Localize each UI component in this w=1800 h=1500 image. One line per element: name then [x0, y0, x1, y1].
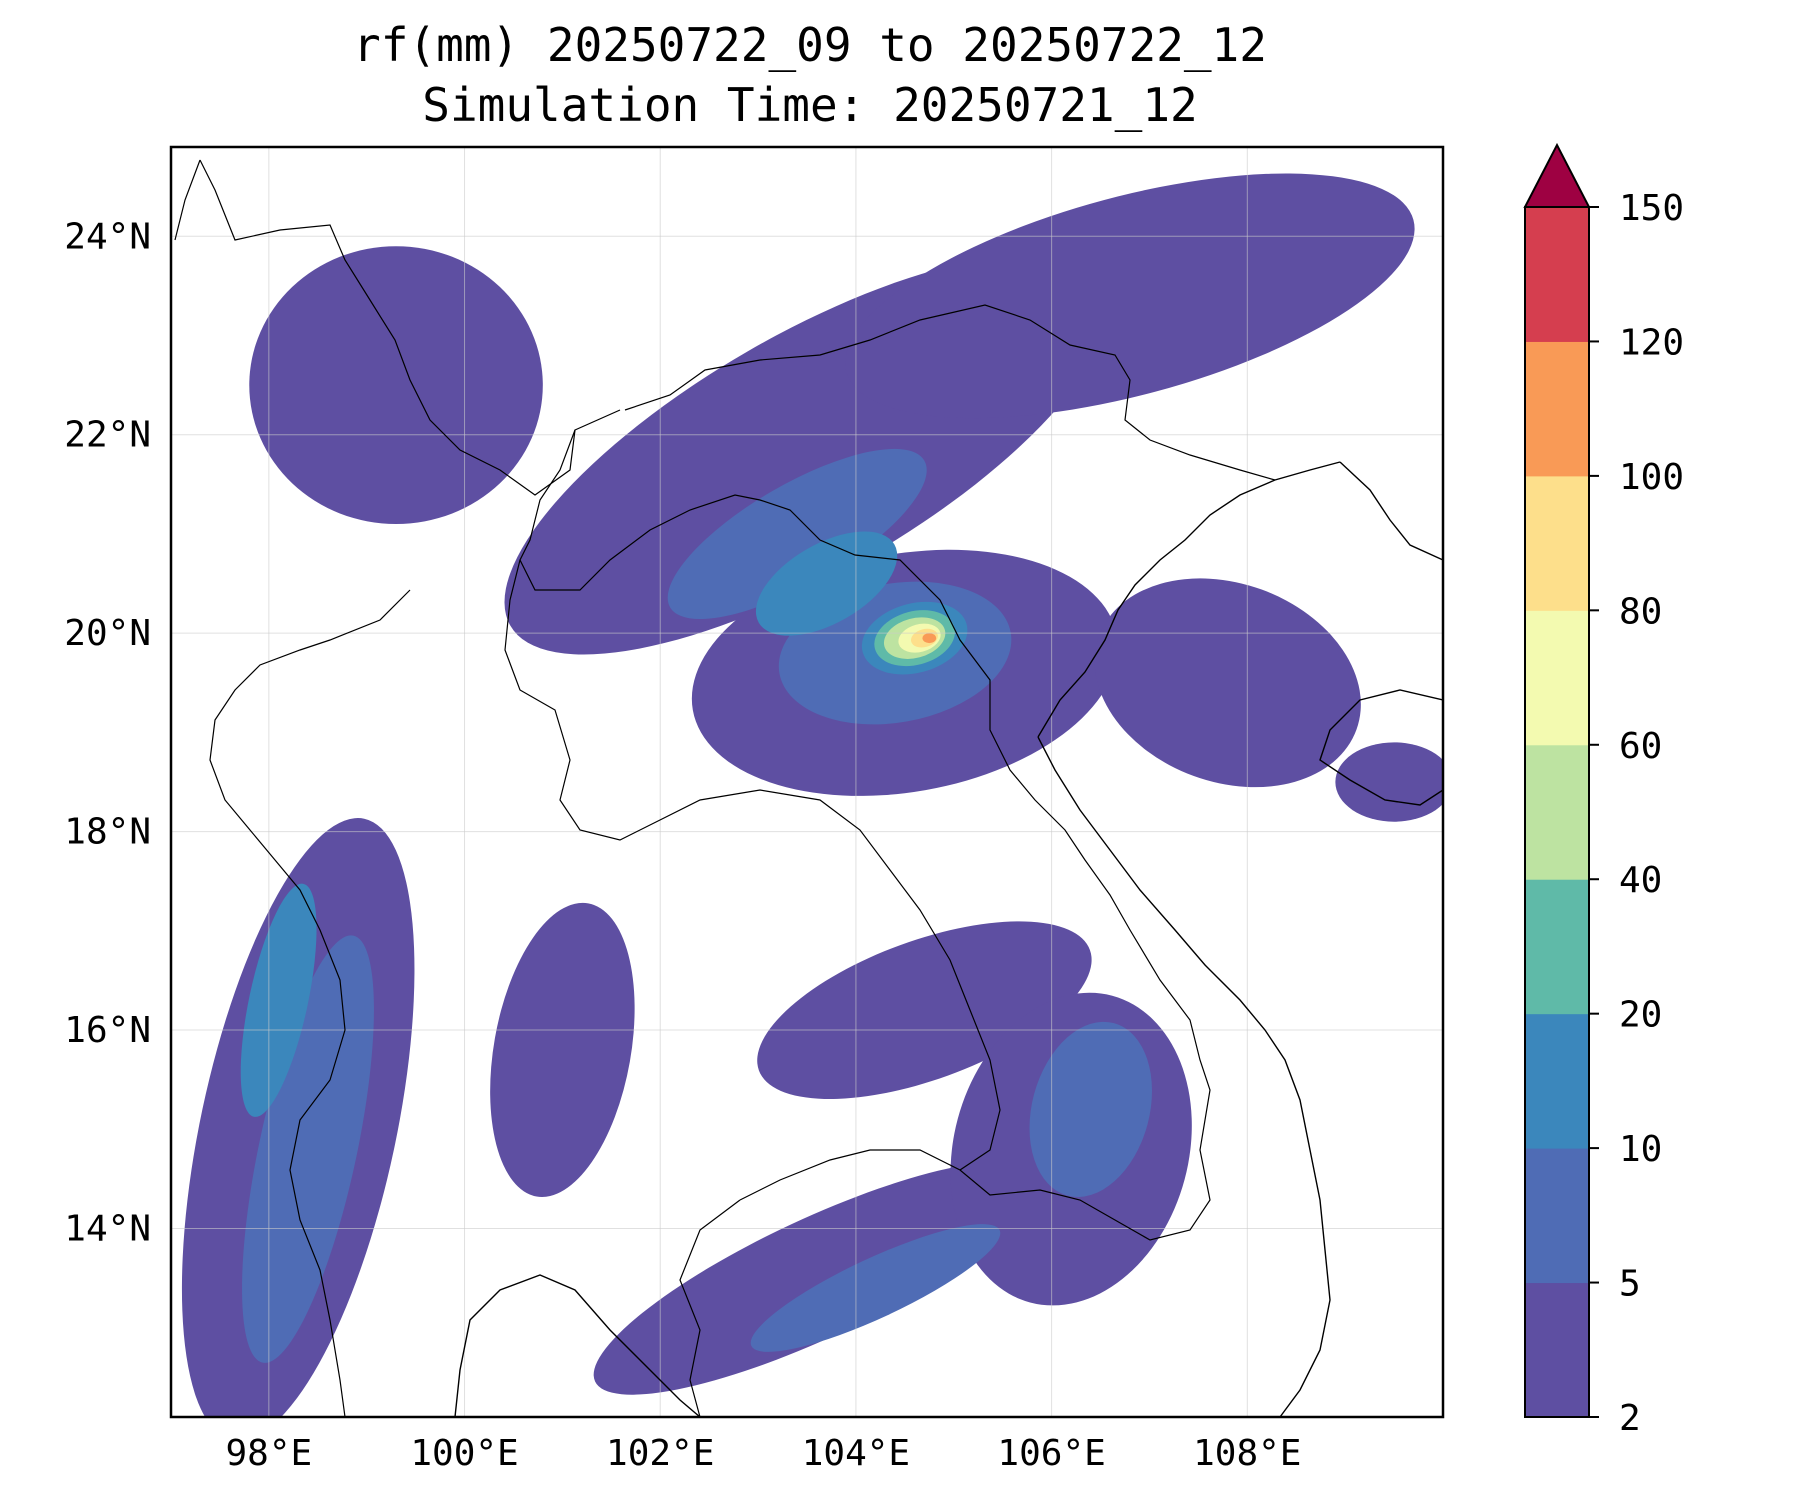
lon-tick-label: 104°E	[802, 1433, 910, 1474]
rain-contour-level-0	[249, 246, 543, 525]
border-myanmar-thailand	[209, 589, 411, 1417]
rain-contour-level-1	[750, 1224, 1001, 1352]
chart-subtitle: Simulation Time: 20250721_12	[422, 78, 1198, 132]
rain-contour-level-0	[490, 902, 635, 1197]
colorbar-tick-label: 100	[1619, 457, 1684, 498]
rain-contour-level-0	[845, 173, 1415, 419]
border-china-laos-myanmar	[199, 159, 621, 496]
rain-contour-level-1	[1029, 1021, 1152, 1198]
colorbar-extend-arrow	[1523, 142, 1591, 208]
rain-contour-level-0	[593, 1161, 1040, 1395]
colorbar-segment	[1525, 1282, 1589, 1418]
colorbar-segment	[1525, 475, 1589, 611]
lon-tick-label: 100°E	[410, 1433, 518, 1474]
coastline-gulf-of-thailand	[454, 1274, 701, 1417]
border-china-vietnam	[624, 304, 1276, 481]
lat-tick-label: 14°N	[64, 1208, 151, 1249]
lon-tick-label: 102°E	[606, 1433, 714, 1474]
country-borders	[174, 159, 1443, 1417]
lon-tick-label: 108°E	[1193, 1433, 1301, 1474]
latitude-ticks: 14°N 16°N 18°N 20°N 22°N 24°N	[64, 216, 151, 1249]
colorbar-tick-label: 20	[1619, 995, 1662, 1036]
colorbar-tick-label: 40	[1619, 860, 1662, 901]
rain-contour-level-1	[667, 448, 927, 619]
rain-contour-level-2	[755, 531, 898, 636]
longitude-ticks: 98°E 100°E 102°E 104°E 106°E 108°E	[225, 1433, 1301, 1474]
chart-title: rf(mm) 20250722_09 to 20250722_12	[353, 18, 1267, 72]
map-gridlines	[171, 147, 1443, 1417]
colorbar-tick-label: 120	[1619, 322, 1684, 363]
colorbar-frame	[1524, 206, 1590, 1418]
lat-tick-label: 16°N	[64, 1010, 151, 1051]
colorbar-tick-label: 60	[1619, 726, 1662, 767]
border-myanmar-north	[174, 159, 201, 241]
colorbar-tick-label: 150	[1619, 188, 1684, 229]
rain-contour-level-7	[922, 633, 937, 644]
border-laos-vietnam	[739, 499, 1211, 1241]
colorbar-tick-label: 10	[1619, 1129, 1662, 1170]
border-laos-china-north	[519, 429, 761, 591]
colorbar-segment	[1525, 341, 1589, 477]
border-cambodia-thailand	[679, 1199, 741, 1417]
lon-tick-label: 106°E	[997, 1433, 1105, 1474]
colorbar-segment	[1525, 207, 1589, 342]
lat-tick-label: 18°N	[64, 812, 151, 853]
colorbar-segment	[1525, 879, 1589, 1015]
coastline-hainan	[1319, 689, 1443, 806]
colorbar-segment	[1525, 610, 1589, 746]
colorbar: 2 5 10 20 40 60 80 100 120 150	[1523, 142, 1684, 1439]
colorbar-segment	[1525, 1013, 1589, 1149]
rain-contour-level-2	[240, 883, 317, 1117]
colorbar-tick-label: 5	[1619, 1264, 1641, 1305]
lat-tick-label: 20°N	[64, 613, 151, 654]
colorbar-tick-label: 80	[1619, 591, 1662, 632]
lon-tick-label: 98°E	[225, 1433, 312, 1474]
rain-contour-level-0	[1094, 578, 1361, 788]
rain-contour-level-0	[1335, 742, 1443, 822]
colorbar-tick-label: 2	[1619, 1398, 1641, 1439]
colorbar-segment	[1525, 1148, 1589, 1284]
lat-tick-label: 22°N	[64, 415, 151, 456]
colorbar-segment	[1525, 744, 1589, 880]
coastline-leizhou	[1339, 461, 1443, 561]
rain-contour-level-0	[757, 921, 1092, 1100]
lat-tick-label: 24°N	[64, 216, 151, 257]
coastline-vietnam-central	[1037, 736, 1331, 1417]
border-laos-thailand	[504, 559, 1001, 1171]
map-frame	[169, 145, 1445, 1419]
